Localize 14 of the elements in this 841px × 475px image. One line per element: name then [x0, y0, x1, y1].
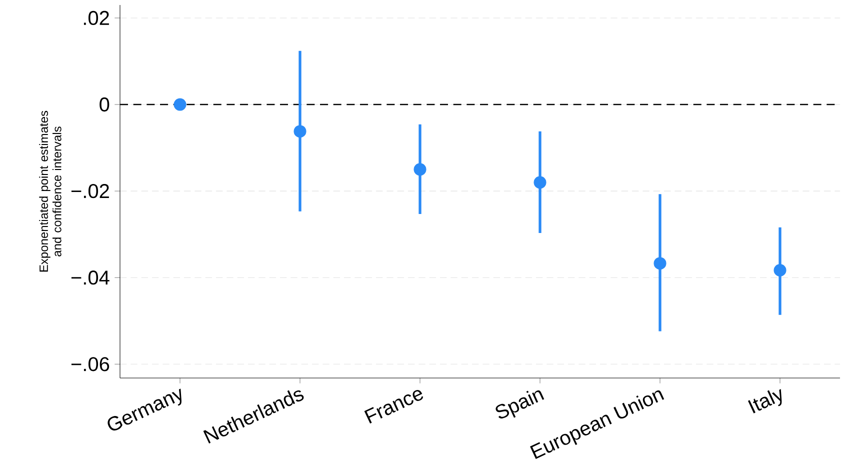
x-tick-label: Italy	[748, 389, 782, 414]
point	[654, 257, 666, 270]
y-tick-label: −.02	[71, 184, 109, 198]
point	[534, 176, 546, 189]
y-axis-title: Exponentiated point estimates and confidence intervals	[39, 110, 62, 272]
point	[774, 264, 786, 277]
x-tick-label: France	[364, 390, 424, 424]
point	[294, 125, 306, 138]
y-tick-label: −.06	[71, 357, 110, 372]
y-tick-label: 0	[100, 97, 110, 112]
y-tick-label: −.04	[71, 270, 110, 285]
y-tick-label: .02	[84, 10, 109, 26]
point	[414, 163, 426, 176]
point	[174, 98, 186, 111]
